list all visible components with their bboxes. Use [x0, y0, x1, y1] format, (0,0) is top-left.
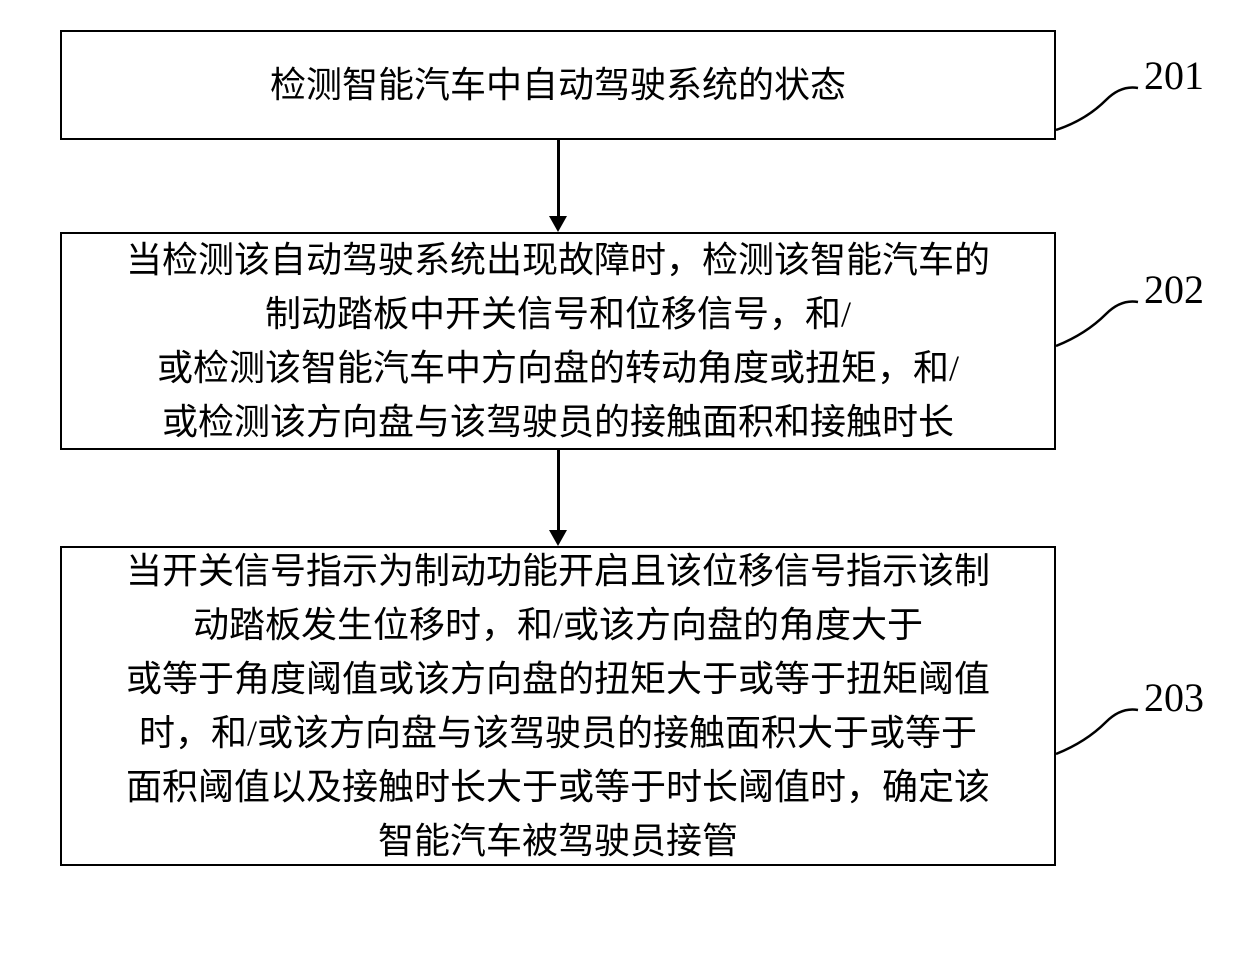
step-3-text: 当开关信号指示为制动功能开启且该位移信号指示该制 动踏板发生位移时，和/或该方向… — [126, 544, 990, 868]
arrow-2-line — [557, 450, 560, 530]
flowchart-step-1: 检测智能汽车中自动驾驶系统的状态 — [60, 30, 1056, 140]
step-2-text: 当检测该自动驾驶系统出现故障时，检测该智能汽车的 制动踏板中开关信号和位移信号，… — [126, 233, 990, 449]
arrow-1-line — [557, 140, 560, 216]
step-label-201: 201 — [1144, 52, 1204, 99]
arrow-1-head — [549, 216, 567, 232]
step-label-203: 203 — [1144, 674, 1204, 721]
label-1-connector — [1056, 80, 1146, 140]
flowchart-step-3: 当开关信号指示为制动功能开启且该位移信号指示该制 动踏板发生位移时，和/或该方向… — [60, 546, 1056, 866]
flowchart-step-2: 当检测该自动驾驶系统出现故障时，检测该智能汽车的 制动踏板中开关信号和位移信号，… — [60, 232, 1056, 450]
label-3-connector — [1056, 702, 1146, 762]
step-1-text: 检测智能汽车中自动驾驶系统的状态 — [270, 58, 846, 112]
step-label-202: 202 — [1144, 266, 1204, 313]
flowchart-container: 检测智能汽车中自动驾驶系统的状态 当检测该自动驾驶系统出现故障时，检测该智能汽车… — [0, 0, 1240, 961]
label-2-connector — [1056, 294, 1146, 354]
